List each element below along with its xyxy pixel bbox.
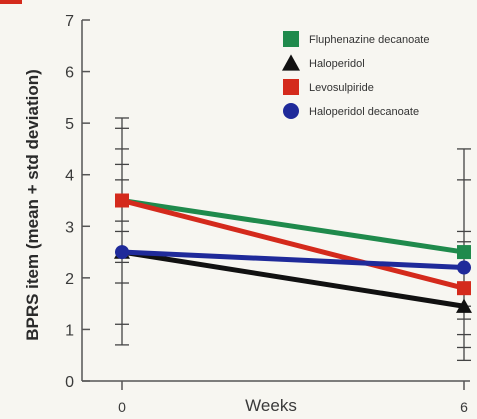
legend-entry: Fluphenazine decanoate bbox=[309, 34, 429, 46]
legend-marker bbox=[282, 54, 300, 71]
data-point bbox=[457, 281, 471, 296]
legend-entry: Haloperidol bbox=[309, 58, 365, 70]
series-line bbox=[119, 198, 467, 291]
data-point bbox=[457, 260, 471, 275]
x-tick-label: 0 bbox=[118, 399, 126, 415]
error-bars bbox=[115, 117, 471, 362]
data-point bbox=[457, 245, 471, 260]
series-line bbox=[119, 249, 467, 309]
y-tick-label: 1 bbox=[65, 322, 74, 339]
y-tick-label: 7 bbox=[65, 13, 74, 30]
series-markers bbox=[114, 193, 472, 313]
legend-marker bbox=[283, 31, 299, 47]
series-line bbox=[119, 249, 467, 271]
legend: Fluphenazine decanoate Haloperidol Levosul… bbox=[282, 31, 429, 119]
series-line bbox=[119, 198, 467, 255]
legend-entry: Levosulpiride bbox=[309, 82, 374, 94]
corner-mark bbox=[0, 0, 22, 4]
data-point bbox=[456, 298, 472, 313]
legend-marker bbox=[283, 79, 299, 95]
y-tick-label: 4 bbox=[65, 168, 74, 185]
y-tick-label: 3 bbox=[65, 219, 74, 236]
y-ticks: 0 1 2 3 4 5 6 7 bbox=[65, 13, 90, 391]
y-tick-label: 6 bbox=[65, 65, 74, 82]
axes bbox=[81, 20, 470, 382]
data-point bbox=[115, 193, 129, 208]
legend-marker bbox=[283, 103, 299, 119]
data-point bbox=[115, 245, 129, 260]
y-axis-label: BPRS item (mean + std deviation) bbox=[23, 69, 42, 341]
series-lines bbox=[119, 198, 467, 309]
x-axis-label: Weeks bbox=[245, 396, 297, 415]
legend-entry: Haloperidol decanoate bbox=[309, 106, 419, 118]
x-tick-label: 6 bbox=[460, 399, 468, 415]
y-tick-label: 2 bbox=[65, 271, 74, 288]
y-tick-label: 0 bbox=[65, 374, 74, 391]
y-tick-label: 5 bbox=[65, 116, 74, 133]
